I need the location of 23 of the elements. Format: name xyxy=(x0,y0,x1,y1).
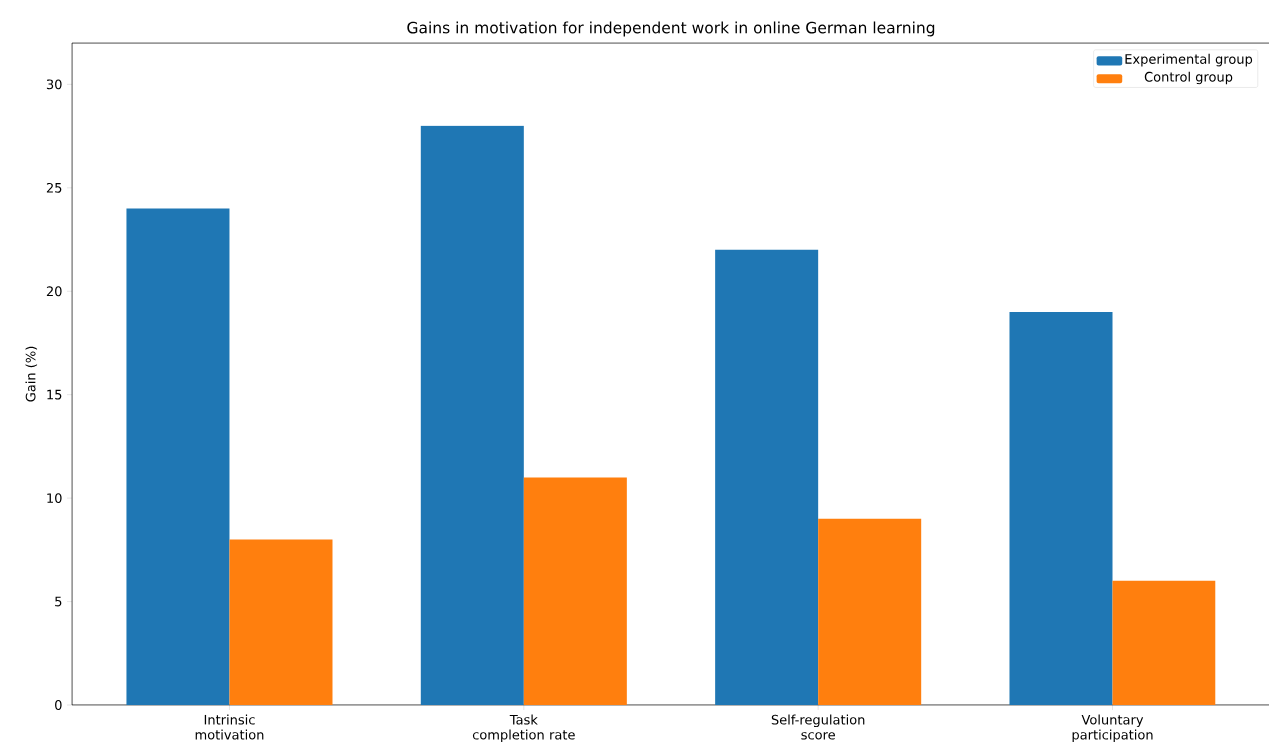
bar xyxy=(523,477,627,705)
y-tick-label: 10 xyxy=(47,493,62,504)
y-tick-label: 30 xyxy=(46,79,62,90)
y-axis-title: Gain (%) xyxy=(25,346,38,402)
bar xyxy=(126,208,230,705)
bar xyxy=(229,539,333,705)
x-tick-label: Task completion rate xyxy=(472,714,575,743)
legend-label: Control group xyxy=(1144,71,1233,85)
bar xyxy=(1112,580,1216,705)
chart-title: Gains in motivation for independent work in online German learning xyxy=(407,21,935,37)
y-tick-label: 0 xyxy=(55,700,62,710)
bar xyxy=(818,518,922,705)
y-tick-label: 20 xyxy=(46,286,62,297)
x-tick-label: Self-regulation score xyxy=(771,714,865,740)
x-tick-label: Voluntary participation xyxy=(1072,714,1153,743)
x-tick-label: Intrinsic motivation xyxy=(195,714,264,740)
bar xyxy=(1009,311,1113,705)
y-tick-label: 15 xyxy=(47,389,62,400)
bar xyxy=(715,249,819,705)
y-tick-label: 25 xyxy=(46,182,62,193)
legend-label: Experimental group xyxy=(1125,53,1253,67)
bar xyxy=(420,125,524,705)
y-tick-label: 5 xyxy=(55,596,62,607)
